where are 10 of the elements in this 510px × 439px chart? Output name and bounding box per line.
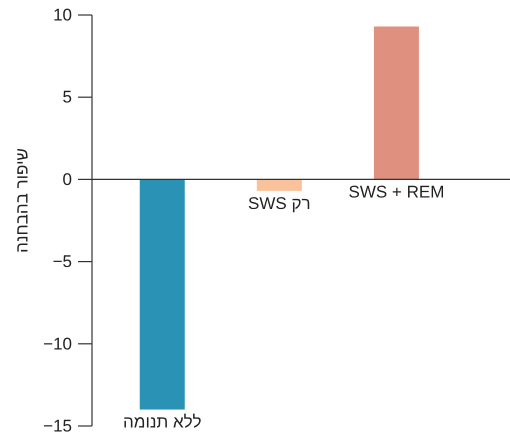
x-tick-label: SWS + REM <box>348 182 444 202</box>
y-tick-label: −5 <box>52 252 72 272</box>
x-tick-label: ללא תנומה <box>123 412 202 432</box>
y-axis-title: שיפור בהבחנה <box>12 148 32 253</box>
y-tick-label: 10 <box>53 6 72 24</box>
x-tick-label: רק SWS <box>248 194 311 213</box>
y-tick-label: 5 <box>62 88 72 107</box>
y-tick-label: −10 <box>43 334 72 354</box>
y-tick-label: −15 <box>43 416 72 436</box>
y-tick-label: 0 <box>62 170 72 189</box>
